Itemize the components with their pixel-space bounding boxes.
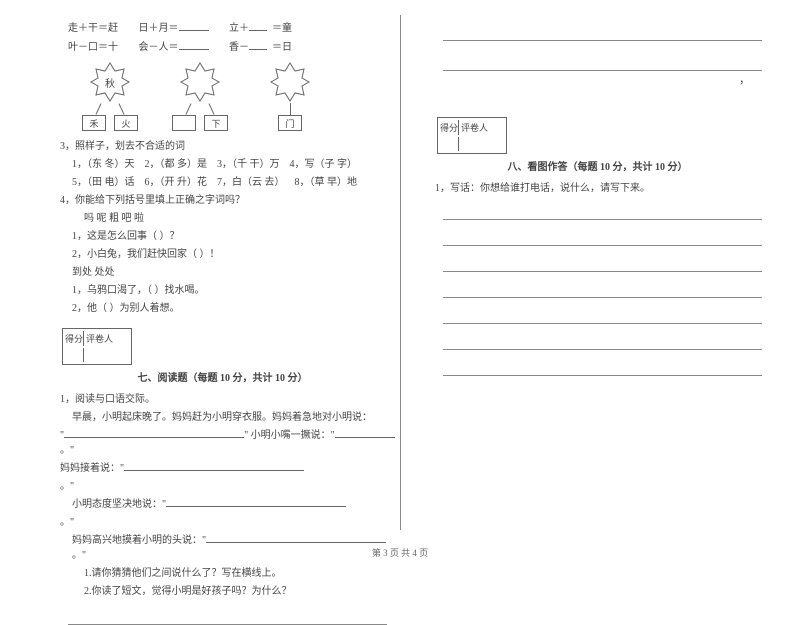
equation-row-1: 走＋干＝赶 日＋月＝ 立＋ ＝童 [68, 19, 395, 34]
q3-row2: 5，（田 电）话 6，（开 升）花 7，白（云 去） 8，（草 早）地 [72, 175, 395, 190]
s8-line-1[interactable] [443, 204, 762, 220]
q4-l5: 2，他（ ）为别人着想。 [72, 301, 395, 316]
s8-line-3[interactable] [443, 256, 762, 272]
column-divider [400, 15, 401, 530]
connector-2 [170, 103, 230, 115]
score-blank[interactable] [65, 348, 84, 362]
s7-xm1: 小明态度坚决地说：" [72, 497, 395, 512]
star-group-3: 门 [260, 61, 320, 131]
section-7-title: 七、阅读题（每题 10 分，共计 10 分） [50, 369, 395, 384]
star-group-2: 下 [170, 61, 230, 131]
equation-row-2: 叶－口＝十 会－人＝ 香－ ＝日 [68, 38, 395, 53]
s7-mom1: 妈妈接着说：" [60, 461, 395, 476]
s7-sub2: 2.你读了短文，觉得小明是好孩子吗？为什么？ [84, 584, 395, 599]
q3-title: 3，照样子，划去不合适的词 [60, 139, 395, 154]
answer-line-1[interactable] [68, 609, 387, 625]
star-shape-1: 秋 [89, 61, 131, 103]
s7-end2: 。" [60, 515, 395, 530]
eq-1-2: 日＋月＝ [139, 19, 209, 34]
score-box-8: 得分评卷人 [437, 117, 507, 154]
box-1a[interactable]: 禾 [82, 115, 106, 131]
eq-1-1: 走＋干＝赶 [68, 19, 118, 34]
eq-2-2: 会－人＝ [139, 38, 209, 53]
score-box-7: 得分评卷人 [62, 328, 132, 365]
s7-body1: 早晨，小明起床晚了。妈妈赶为小明穿衣服。妈妈着急地对小明说： [72, 410, 395, 425]
score-blank-8[interactable] [440, 137, 459, 151]
grader-blank[interactable] [86, 348, 113, 362]
box-2b[interactable]: 下 [204, 115, 228, 131]
grader-label-8: 评卷人 [461, 120, 488, 135]
right-column: ， 得分评卷人 八、看图作答（每题 10 分，共计 10 分） 1，写话：你想给… [410, 15, 770, 515]
section-8-title: 八、看图作答（每题 10 分，共计 10 分） [425, 158, 770, 173]
box-2a[interactable] [172, 115, 196, 131]
trailing-comma: ， [425, 71, 770, 87]
q4-l1: 1，这是怎么回事（ ）？ [72, 229, 395, 244]
connector-1 [80, 103, 140, 115]
eq-2-3: 香－ ＝日 [229, 38, 292, 53]
s8-line-5[interactable] [443, 308, 762, 324]
box-1b[interactable]: 火 [114, 115, 138, 131]
s7-end1: 。" [60, 479, 395, 494]
left-column: 走＋干＝赶 日＋月＝ 立＋ ＝童 叶－口＝十 会－人＝ 香－ ＝日 秋 禾 火 [50, 15, 410, 515]
q4-l2: 2，小白兔，我们赶快回家（ ）！ [72, 247, 395, 262]
q4-chars: 吗 呢 粗 吧 啦 [84, 211, 395, 226]
eq-1-3: 立＋ ＝童 [229, 19, 292, 34]
star-group-1: 秋 禾 火 [80, 61, 140, 131]
s7-sub1: 1.请你猜猜他们之间说什么了？写在横线上。 [84, 566, 395, 581]
s7-quote1: "" 小明小嘴一撅说："。" [60, 428, 395, 458]
answer-line-r2[interactable] [443, 55, 762, 71]
star-shape-2 [179, 61, 221, 103]
connector-3 [260, 103, 320, 115]
answer-line-r1[interactable] [443, 25, 762, 41]
q4-l4: 1，乌鸦口渴了，（ ）找水喝。 [72, 283, 395, 298]
s8-line-4[interactable] [443, 282, 762, 298]
page-footer: 第 3 页 共 4 页 [0, 546, 800, 559]
grader-blank-8[interactable] [461, 137, 488, 151]
s7-q1: 1，阅读与口语交际。 [60, 392, 395, 407]
s8-line-6[interactable] [443, 334, 762, 350]
score-label-8: 得分 [440, 120, 459, 135]
s8-line-2[interactable] [443, 230, 762, 246]
q3-row1: 1，（东 冬）天 2，（都 多）是 3，（千 干）万 4，写（子 字） [72, 157, 395, 172]
eq-2-1: 叶－口＝十 [68, 38, 118, 53]
s8-q1: 1，写话：你想给谁打电话，说什么，请写下来。 [435, 181, 770, 196]
q4-l3: 到处 处处 [72, 265, 395, 280]
s8-line-7[interactable] [443, 360, 762, 376]
grader-label: 评卷人 [86, 331, 113, 346]
star-diagram-row: 秋 禾 火 下 [80, 61, 395, 131]
star-shape-3 [269, 61, 311, 103]
box-3a[interactable]: 门 [278, 115, 302, 131]
q4-title: 4，你能给下列括号里填上正确之字词吗？ [60, 193, 395, 208]
score-label: 得分 [65, 331, 84, 346]
